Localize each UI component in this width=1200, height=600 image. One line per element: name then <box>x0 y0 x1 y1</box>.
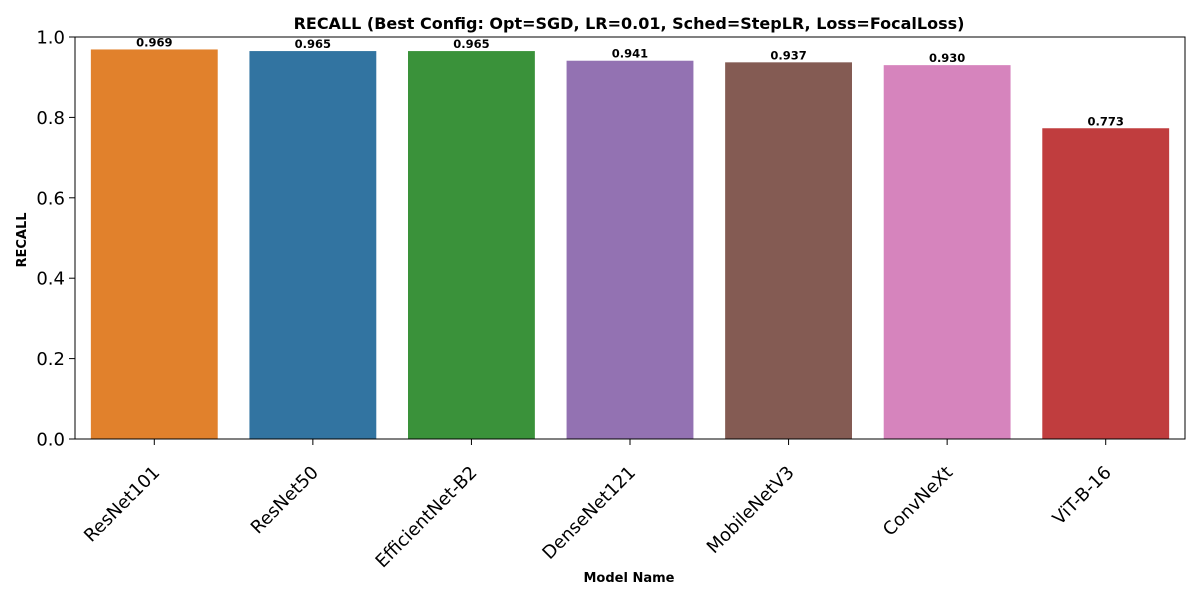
data-label-resnet101: 0.969 <box>136 35 172 49</box>
bar-resnet50 <box>249 51 377 439</box>
data-label-densenet121: 0.941 <box>612 47 648 61</box>
bar-resnet101 <box>90 49 218 440</box>
data-label-vit-b-16: 0.773 <box>1088 114 1124 128</box>
x-tick-label: ResNet101 <box>80 462 164 546</box>
x-tick-label: ViT-B-16 <box>1049 462 1116 529</box>
y-tick-label: 0.0 <box>36 430 65 451</box>
data-labels-group: 0.969 0.965 0.965 0.941 0.937 0.930 0.773 <box>136 35 1124 128</box>
y-tick-label: 1.0 <box>36 28 65 49</box>
x-tick-label: DenseNet121 <box>538 462 640 564</box>
y-axis-label: RECALL <box>15 212 30 267</box>
data-label-efficientnet-b2: 0.965 <box>453 37 489 51</box>
x-tick-label: MobileNetV3 <box>703 462 799 558</box>
x-axis-label: Model Name <box>584 571 675 586</box>
data-label-mobilenetv3: 0.937 <box>770 48 806 62</box>
x-tick-label: ConvNeXt <box>879 462 957 540</box>
x-tick-label: EfficientNet-B2 <box>372 462 482 572</box>
y-tick-label: 0.4 <box>36 269 65 290</box>
data-label-convnext: 0.930 <box>929 51 965 65</box>
bar-densenet121 <box>566 60 694 439</box>
y-tick-label: 0.6 <box>36 188 65 209</box>
y-tick-label: 0.8 <box>36 108 65 129</box>
data-label-resnet50: 0.965 <box>295 37 331 51</box>
x-tick-label: ResNet50 <box>247 462 323 538</box>
bar-efficientnet-b2 <box>408 51 535 439</box>
chart-title: RECALL (Best Config: Opt=SGD, LR=0.01, S… <box>294 14 965 33</box>
bar-mobilenetv3 <box>725 62 852 439</box>
bars-group <box>90 49 1170 440</box>
bar-vit-b-16 <box>1042 128 1170 439</box>
bar-convnext <box>883 65 1011 439</box>
y-tick-label: 0.2 <box>36 349 65 370</box>
